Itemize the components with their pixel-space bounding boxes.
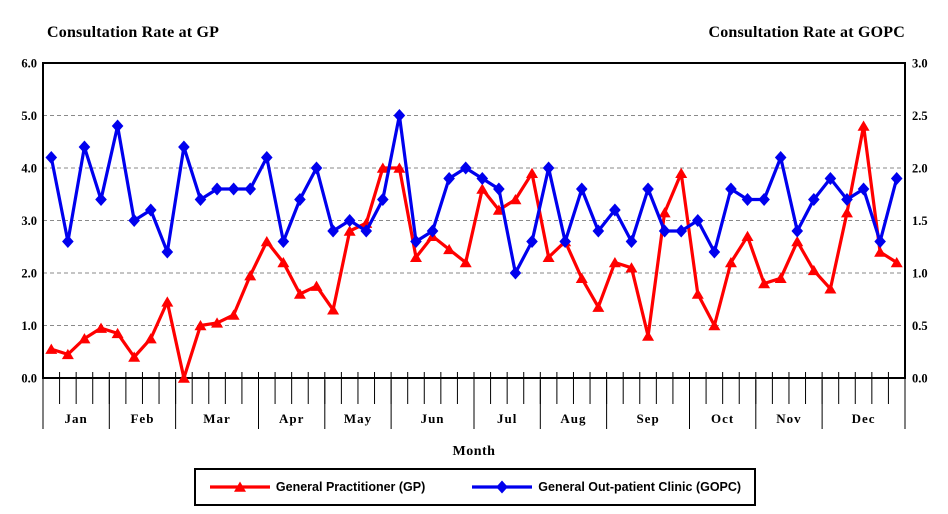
gopc-series [45, 109, 903, 280]
legend-item-gopc: General Out-patient Clinic (GOPC) [471, 480, 741, 494]
left-tick-label: 1.0 [21, 319, 37, 333]
month-label: Mar [203, 411, 231, 426]
month-labels: Jan Feb Mar Apr May Jun Jul Aug Sep Oct Nov Dec [65, 411, 876, 426]
month-label: Aug [560, 411, 586, 426]
y-axis-left-labels: 0.0 1.0 2.0 3.0 4.0 5.0 6.0 [21, 57, 37, 386]
right-tick-label: 3.0 [912, 57, 928, 71]
right-tick-label: 0.0 [912, 372, 928, 386]
x-axis-title: Month [452, 444, 496, 459]
left-tick-label: 5.0 [21, 109, 37, 123]
right-tick-label: 1.0 [912, 267, 928, 281]
month-label: Jul [497, 411, 517, 426]
month-label: Sep [636, 411, 659, 426]
right-tick-label: 1.5 [912, 214, 928, 228]
gp-line [49, 124, 899, 380]
left-tick-label: 6.0 [21, 57, 37, 71]
month-label: Oct [711, 411, 734, 426]
legend: General Practitioner (GP) General Out-pa… [194, 468, 756, 506]
legend-label-gopc: General Out-patient Clinic (GOPC) [538, 480, 742, 494]
right-tick-label: 2.5 [912, 109, 928, 123]
right-tick-label: 2.0 [912, 162, 928, 176]
y-axis-right-labels: 0.0 0.5 1.0 1.5 2.0 2.5 3.0 [912, 57, 928, 386]
legend-label-gp: General Practitioner (GP) [275, 480, 426, 494]
left-tick-label: 0.0 [21, 372, 37, 386]
right-axis-title: Consultation Rate at GOPC [708, 24, 905, 41]
month-label: Feb [130, 411, 154, 426]
gp-series [45, 120, 903, 383]
month-label: Nov [776, 411, 801, 426]
right-tick-label: 0.5 [912, 319, 928, 333]
month-separators [42, 380, 906, 429]
legend-item-gp: General Practitioner (GP) [209, 480, 425, 494]
gp-line-sample-icon [209, 481, 270, 492]
left-tick-label: 2.0 [21, 267, 37, 281]
month-label: May [344, 411, 372, 426]
left-tick-label: 3.0 [21, 214, 37, 228]
left-tick-label: 4.0 [21, 162, 37, 176]
month-label: Dec [852, 411, 876, 426]
month-label: Jan [65, 411, 88, 426]
plot-border [42, 62, 906, 379]
gopc-line-sample-icon [472, 480, 533, 494]
gopc-line [49, 113, 899, 275]
month-label: Jun [421, 411, 445, 426]
gridlines [43, 115, 905, 326]
month-label: Apr [279, 411, 304, 426]
left-axis-title: Consultation Rate at GP [47, 24, 220, 41]
